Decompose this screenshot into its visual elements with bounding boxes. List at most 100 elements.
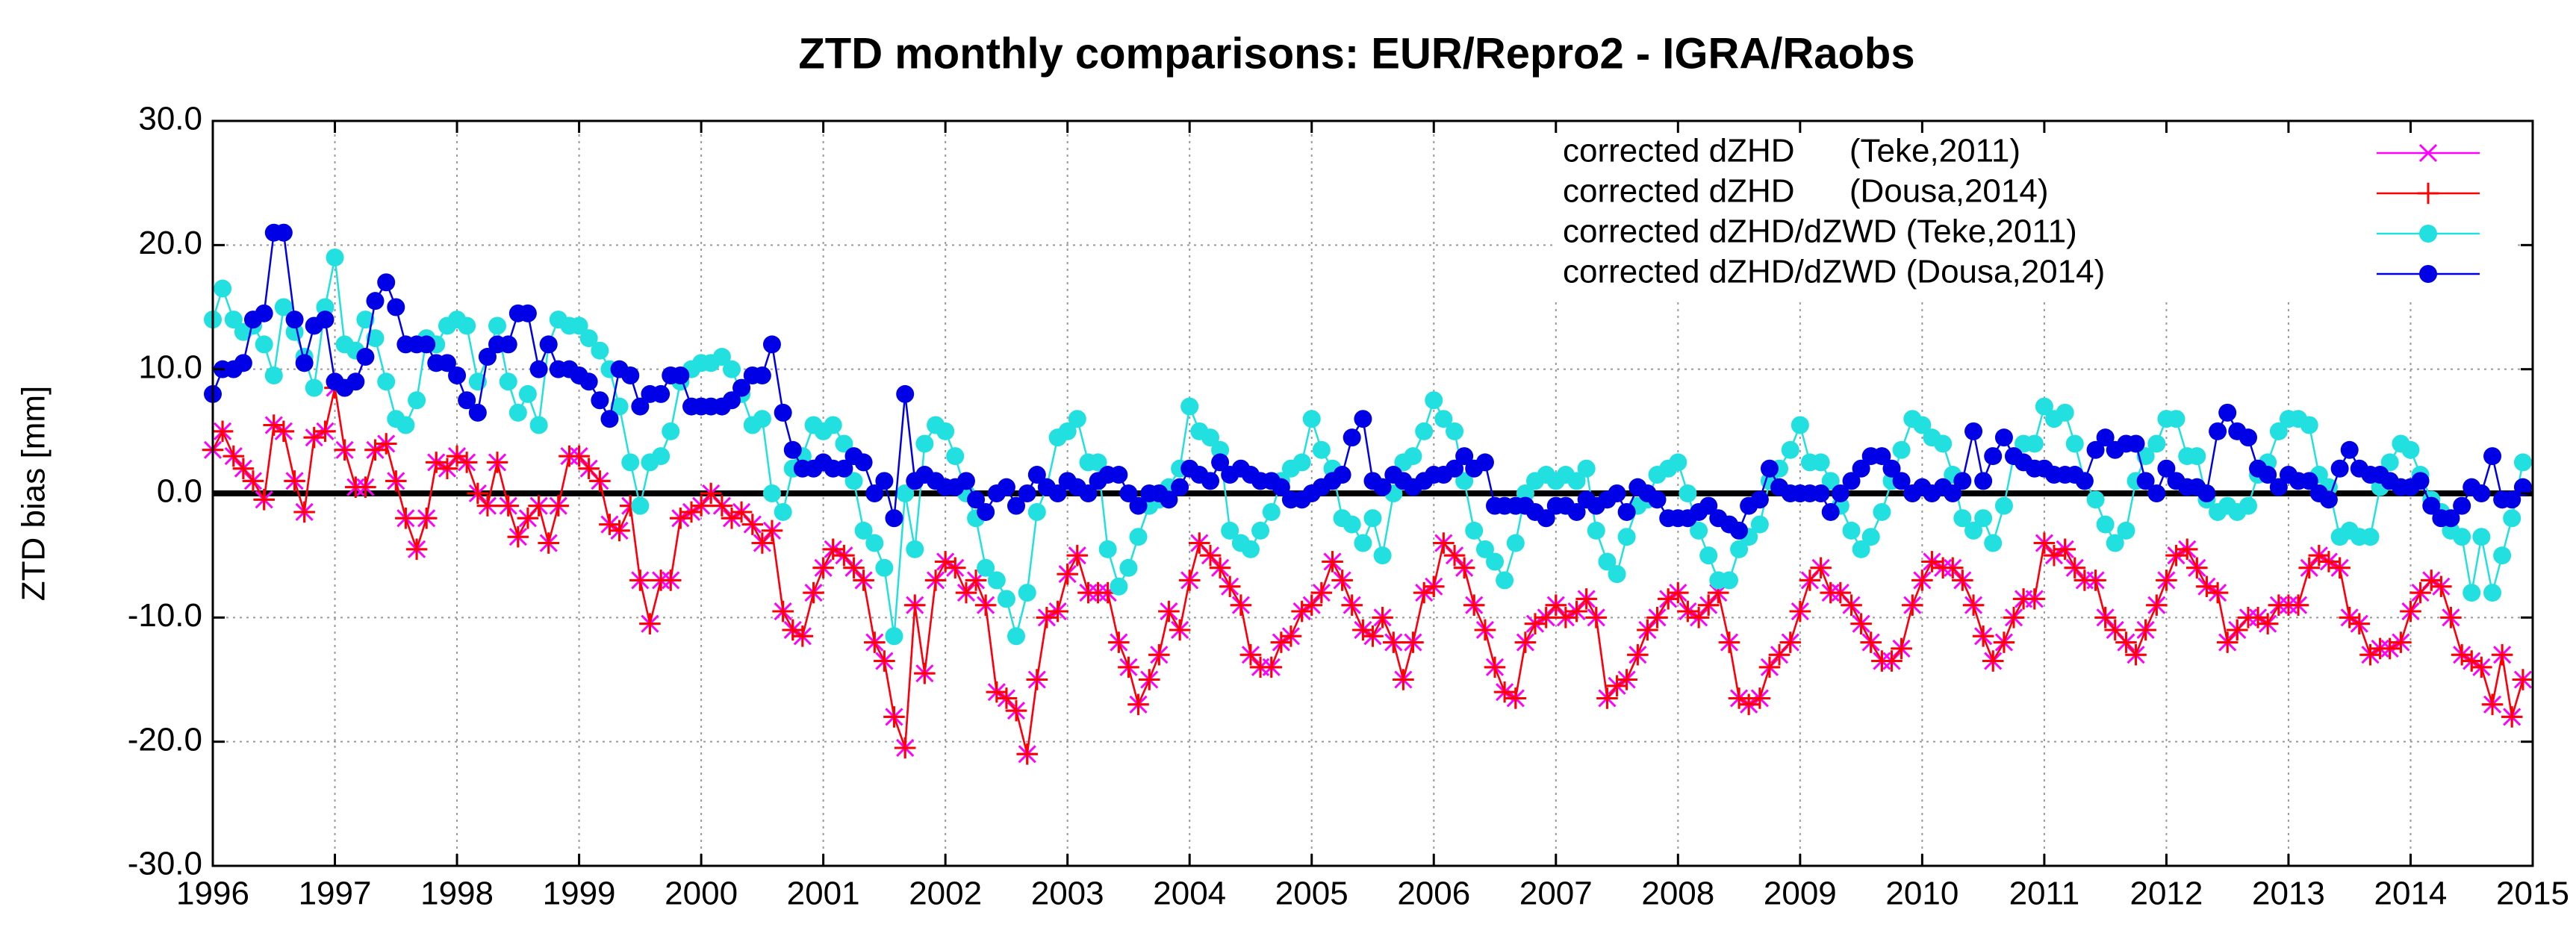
marker — [1779, 631, 1802, 653]
marker — [1493, 681, 1516, 703]
marker — [631, 496, 650, 515]
marker — [1524, 613, 1546, 634]
marker — [854, 521, 873, 540]
marker — [671, 366, 690, 384]
marker — [589, 470, 611, 492]
marker — [1811, 484, 1830, 502]
marker — [2483, 584, 2502, 602]
axes: -30.0 -20.0 -10.0 0.0 10.0 20.0 30.0 1996 1997 19… — [128, 101, 2569, 912]
marker — [274, 223, 293, 242]
marker — [974, 594, 997, 616]
marker — [1272, 478, 1290, 496]
marker — [2216, 631, 2239, 653]
marker — [529, 360, 548, 378]
marker — [1596, 687, 1618, 709]
marker — [1422, 575, 1445, 598]
marker — [2115, 631, 2137, 653]
marker — [997, 478, 1015, 496]
marker — [1475, 453, 1494, 472]
marker — [570, 316, 588, 335]
marker — [1892, 440, 1911, 459]
marker — [1292, 453, 1311, 472]
marker — [1027, 502, 1046, 521]
marker — [2472, 528, 2491, 546]
marker — [334, 439, 355, 461]
marker — [936, 422, 955, 440]
marker — [1585, 607, 1608, 628]
marker — [722, 360, 741, 378]
marker — [578, 458, 600, 480]
marker — [1829, 581, 1852, 604]
marker — [1363, 509, 1382, 528]
marker — [366, 329, 385, 348]
marker — [1373, 546, 1392, 565]
marker — [812, 557, 834, 579]
marker — [2472, 484, 2491, 502]
marker — [1718, 631, 1740, 653]
marker — [885, 627, 903, 646]
marker — [1310, 581, 1333, 604]
marker — [1455, 472, 1474, 490]
x-tick-label: 2003 — [1031, 876, 1104, 912]
marker — [2075, 472, 2094, 490]
marker — [1850, 613, 1872, 634]
legend-box — [1552, 129, 2513, 299]
marker — [1506, 534, 1525, 552]
marker — [1415, 422, 1434, 440]
marker — [1211, 453, 1230, 472]
marker — [1089, 453, 1107, 472]
marker — [538, 532, 559, 554]
marker — [214, 279, 232, 298]
marker — [273, 420, 295, 443]
marker — [1545, 594, 1567, 616]
marker — [1158, 600, 1180, 623]
plot-area — [202, 223, 2534, 765]
marker — [2209, 422, 2227, 440]
x-tick-label: 2014 — [2374, 876, 2448, 912]
marker — [366, 292, 385, 311]
marker — [224, 311, 243, 329]
marker — [1697, 594, 1720, 616]
marker — [1749, 687, 1771, 709]
marker — [2422, 496, 2441, 515]
marker — [875, 558, 894, 577]
marker — [2400, 600, 2421, 623]
marker — [1781, 440, 1799, 459]
marker — [2513, 453, 2532, 472]
y-tick-label: -10.0 — [128, 597, 202, 634]
x-tick-label: 2010 — [1885, 876, 1959, 912]
marker — [408, 391, 426, 410]
marker — [1514, 631, 1537, 653]
marker — [1005, 699, 1027, 722]
marker — [1354, 410, 1372, 428]
marker — [2463, 584, 2481, 602]
marker — [1577, 459, 1596, 478]
marker — [1750, 515, 1769, 534]
marker — [211, 420, 234, 443]
marker — [914, 662, 936, 684]
series-line — [211, 387, 2524, 755]
marker — [1301, 594, 1323, 616]
marker — [1201, 428, 1220, 447]
marker — [1188, 532, 1210, 554]
marker — [1921, 551, 1943, 573]
marker — [356, 348, 375, 366]
x-tick-label: 1996 — [176, 876, 249, 912]
marker — [833, 544, 855, 567]
x-tick-label: 2007 — [1519, 876, 1593, 912]
marker — [843, 557, 865, 579]
x-tick-label: 2004 — [1153, 876, 1226, 912]
marker — [488, 316, 507, 335]
marker — [2197, 484, 2216, 502]
marker — [1119, 484, 1138, 502]
marker — [293, 501, 315, 523]
marker — [1373, 478, 1392, 496]
marker — [1241, 540, 1260, 558]
marker — [1036, 607, 1058, 628]
marker — [2135, 619, 2156, 641]
marker — [1221, 521, 1239, 540]
marker — [2065, 434, 2084, 453]
marker — [395, 507, 417, 529]
marker — [1799, 570, 1821, 591]
marker — [1679, 484, 1697, 502]
